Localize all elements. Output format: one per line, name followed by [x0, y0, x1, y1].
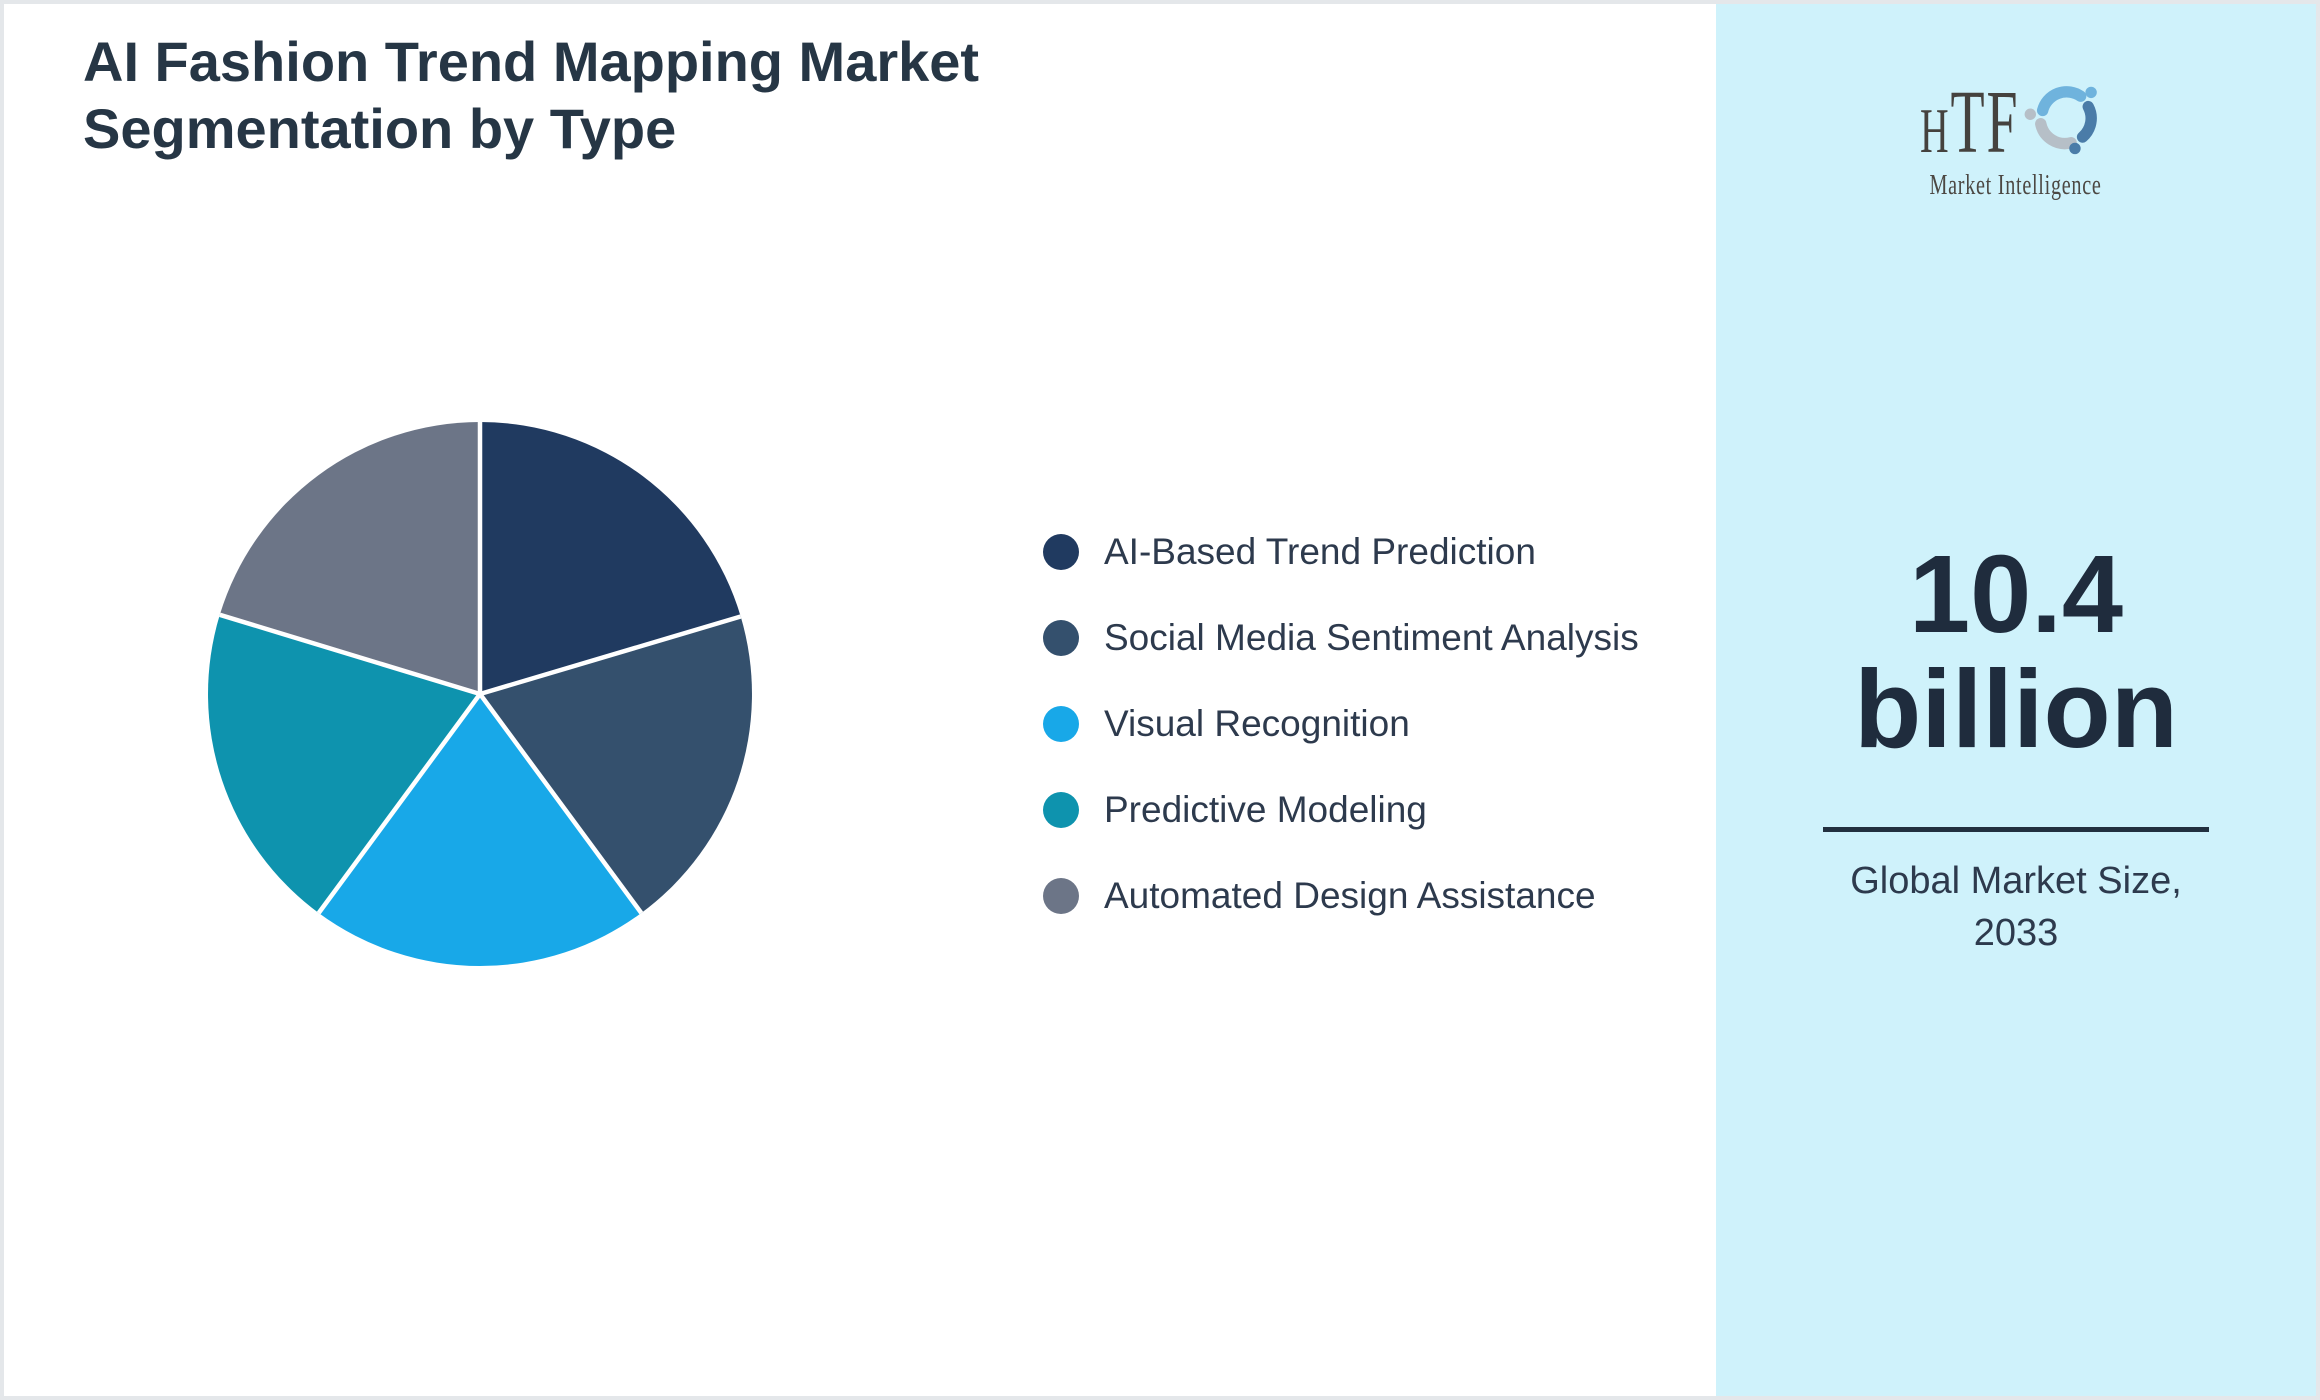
pie-separator [478, 692, 644, 915]
swirl-dot-steelblue [2069, 142, 2081, 155]
legend-swatch-icon [1043, 792, 1079, 828]
pie-slice-0 [480, 422, 741, 694]
pie-slice-2 [318, 694, 642, 966]
pie-chart [208, 422, 752, 966]
market-size-unit: billion [1854, 648, 2178, 771]
market-size-caption: Global Market Size, 2033 [1716, 855, 2316, 959]
htf-logo-swirl-icon [2024, 86, 2097, 155]
divider-line [1823, 827, 2209, 832]
swirl-figure-steelblue [2076, 100, 2097, 143]
caption-line-1: Global Market Size, [1850, 860, 2182, 902]
caption-line-2: 2033 [1973, 912, 2059, 954]
swirl-figure-lightblue [2036, 86, 2087, 117]
market-size-value: 10.4 billion [1716, 537, 2316, 767]
legend-swatch-icon [1043, 534, 1079, 570]
pie-slice-3 [208, 614, 480, 913]
legend-swatch-icon [1043, 878, 1079, 914]
legend-item: Automated Design Assistance [1043, 875, 1639, 916]
swirl-dot-lightblue [2085, 86, 2097, 99]
htf-logo-row: HTF [1920, 78, 2112, 168]
legend-item: Predictive Modeling [1043, 789, 1639, 830]
sidebar: HTF Market Intelligence 10.4 billion [1716, 4, 2316, 1396]
htf-logo: HTF Market Intelligence [1716, 78, 2316, 200]
pie-slice-4 [219, 422, 481, 694]
legend-label: Visual Recognition [1104, 703, 1410, 744]
legend-label: Predictive Modeling [1104, 789, 1427, 830]
legend-item: Social Media Sentiment Analysis [1043, 617, 1639, 658]
htf-logo-subtext: Market Intelligence [1929, 170, 2103, 201]
legend: AI-Based Trend Prediction Social Media S… [1043, 531, 1639, 916]
page-title: AI Fashion Trend Mapping Market Segmenta… [83, 30, 980, 160]
legend-label: Social Media Sentiment Analysis [1104, 617, 1639, 658]
market-size-number: 10.4 [1908, 533, 2124, 656]
legend-swatch-icon [1043, 620, 1079, 656]
swirl-dot-gray [2024, 108, 2036, 120]
legend-swatch-icon [1043, 706, 1079, 742]
legend-label: Automated Design Assistance [1104, 875, 1596, 916]
legend-label: AI-Based Trend Prediction [1104, 531, 1536, 572]
swirl-figure-gray [2035, 118, 2077, 150]
legend-item: AI-Based Trend Prediction [1043, 531, 1639, 572]
htf-logo-text: HTF [1920, 73, 2020, 172]
pie-separator [219, 612, 481, 697]
pie-slice-1 [480, 616, 752, 913]
pie-separator [316, 692, 482, 915]
legend-item: Visual Recognition [1043, 703, 1639, 744]
pie-separator [479, 614, 742, 697]
